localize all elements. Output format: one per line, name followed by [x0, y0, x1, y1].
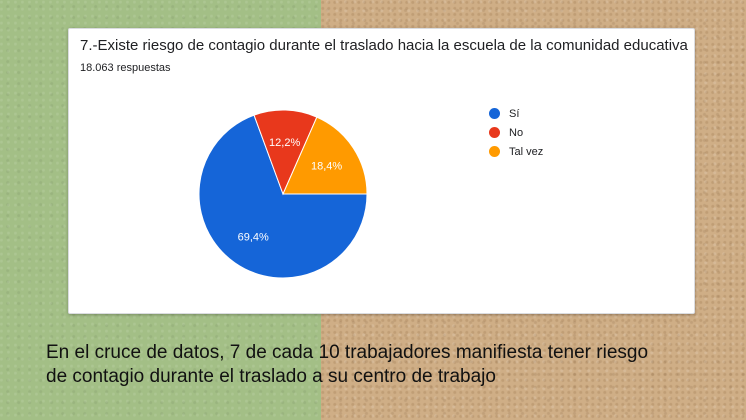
- response-count: 18.063 respuestas: [80, 62, 171, 74]
- caption-line-1: En el cruce de datos, 7 de cada 10 traba…: [46, 342, 649, 363]
- legend-label: No: [509, 126, 524, 139]
- legend-dot-icon: [489, 146, 500, 157]
- chart-title: 7.-Existe riesgo de contagio durante el …: [80, 37, 688, 54]
- pie-slice-tal-vez[interactable]: [282, 116, 368, 195]
- legend-label: Tal vez: [509, 145, 544, 158]
- pie-slice-sí[interactable]: [198, 114, 368, 279]
- slice-label-sí: 69,4%: [238, 232, 269, 244]
- slice-label-tal-vez: 18,4%: [311, 161, 342, 173]
- legend-dot-icon: [489, 127, 500, 138]
- legend-item-tal-vez[interactable]: Tal vez: [489, 142, 543, 161]
- pie-chart: 69,4% 12,2% 18,4%: [198, 109, 368, 279]
- pie-slice-no[interactable]: [253, 109, 318, 196]
- legend-item-sí[interactable]: Sí: [489, 104, 543, 123]
- chart-card: 7.-Existe riesgo de contagio durante el …: [68, 28, 695, 314]
- caption-line-2: de contagio durante el traslado a su cen…: [46, 366, 496, 387]
- legend-dot-icon: [489, 108, 500, 119]
- chart-legend: Sí No Tal vez: [489, 104, 543, 161]
- slice-label-no: 12,2%: [269, 137, 300, 149]
- caption-text: En el cruce de datos, 7 de cada 10 traba…: [46, 341, 736, 389]
- legend-label: Sí: [509, 107, 520, 120]
- legend-item-no[interactable]: No: [489, 123, 543, 142]
